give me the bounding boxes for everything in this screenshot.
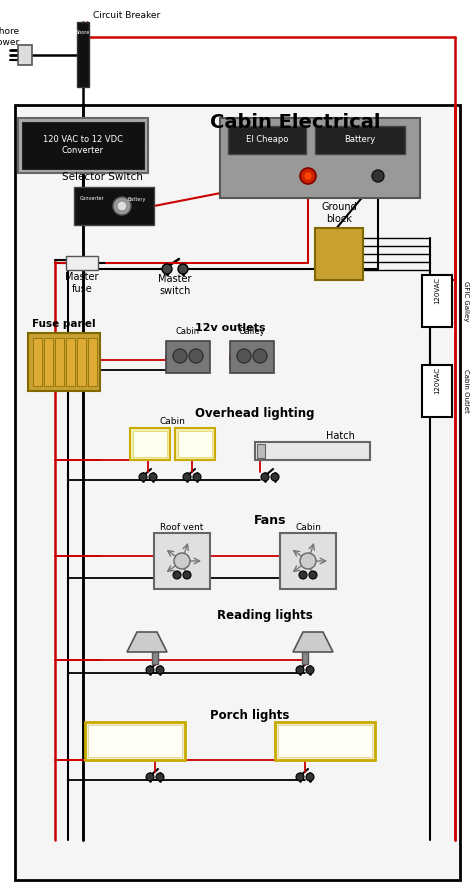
Circle shape xyxy=(139,473,147,481)
Bar xyxy=(18,45,32,65)
Bar xyxy=(77,338,86,386)
Text: 120VAC: 120VAC xyxy=(434,366,440,394)
Circle shape xyxy=(189,349,203,363)
Circle shape xyxy=(299,571,307,579)
Text: Ground
block: Ground block xyxy=(321,202,357,224)
Circle shape xyxy=(253,349,267,363)
Circle shape xyxy=(372,170,384,182)
Text: Selector Switch: Selector Switch xyxy=(62,172,143,182)
Bar xyxy=(175,428,215,460)
Text: Circuit Breaker: Circuit Breaker xyxy=(93,12,160,20)
Bar xyxy=(278,725,372,757)
Text: Shore
Power: Shore Power xyxy=(0,28,19,47)
Text: Galley: Galley xyxy=(239,327,265,337)
Bar xyxy=(228,126,306,154)
Bar xyxy=(77,22,89,87)
Text: Master
switch: Master switch xyxy=(158,274,192,296)
Bar xyxy=(18,118,148,173)
Bar xyxy=(302,652,308,664)
Circle shape xyxy=(173,571,181,579)
Circle shape xyxy=(237,349,251,363)
Bar xyxy=(152,652,158,664)
Text: Shore: Shore xyxy=(76,29,90,35)
Circle shape xyxy=(156,666,164,674)
Circle shape xyxy=(149,473,157,481)
Text: Porch lights: Porch lights xyxy=(210,709,290,722)
Text: 120VAC: 120VAC xyxy=(434,276,440,303)
Bar xyxy=(88,725,182,757)
Circle shape xyxy=(309,571,317,579)
Bar xyxy=(275,722,375,760)
Bar xyxy=(15,105,460,880)
Bar xyxy=(33,338,42,386)
Bar xyxy=(22,122,144,169)
Bar xyxy=(166,341,210,373)
Text: El Cheapo: El Cheapo xyxy=(246,135,288,145)
Text: Cabin: Cabin xyxy=(176,327,200,337)
Text: Cabin: Cabin xyxy=(159,418,185,427)
Circle shape xyxy=(173,349,187,363)
Circle shape xyxy=(296,773,304,781)
Circle shape xyxy=(261,473,269,481)
Bar xyxy=(44,338,53,386)
Text: Reading lights: Reading lights xyxy=(217,608,313,621)
Text: Converter: Converter xyxy=(80,196,104,202)
Text: Cabin Electrical: Cabin Electrical xyxy=(210,114,380,132)
Circle shape xyxy=(178,264,188,274)
Text: Cabin: Cabin xyxy=(295,523,321,532)
Circle shape xyxy=(193,473,201,481)
Bar xyxy=(28,333,100,391)
Bar xyxy=(315,228,363,280)
Bar xyxy=(55,338,64,386)
Bar xyxy=(315,126,405,154)
Bar xyxy=(220,118,420,198)
Bar xyxy=(154,533,210,589)
Circle shape xyxy=(306,773,314,781)
Circle shape xyxy=(300,553,316,569)
Circle shape xyxy=(117,201,127,211)
Text: Fuse panel: Fuse panel xyxy=(32,319,96,329)
Text: 12v outlets: 12v outlets xyxy=(195,323,265,333)
Bar xyxy=(255,442,370,460)
Circle shape xyxy=(183,473,191,481)
Bar xyxy=(280,533,336,589)
Circle shape xyxy=(156,773,164,781)
Circle shape xyxy=(296,666,304,674)
Bar xyxy=(178,431,212,457)
Bar xyxy=(130,428,170,460)
Text: Master
fuse: Master fuse xyxy=(65,272,99,293)
Bar xyxy=(230,341,274,373)
Bar xyxy=(74,187,154,225)
Circle shape xyxy=(174,553,190,569)
Circle shape xyxy=(271,473,279,481)
Bar xyxy=(66,338,75,386)
Circle shape xyxy=(300,168,316,184)
Circle shape xyxy=(146,773,154,781)
Text: Cabin Outlet: Cabin Outlet xyxy=(463,369,469,412)
Text: Battery: Battery xyxy=(128,196,146,202)
Circle shape xyxy=(146,666,154,674)
Bar xyxy=(133,431,167,457)
Text: Overhead lighting: Overhead lighting xyxy=(195,406,315,420)
Polygon shape xyxy=(127,632,167,652)
Text: Battery: Battery xyxy=(345,135,375,145)
Bar xyxy=(257,444,265,458)
Circle shape xyxy=(183,571,191,579)
Text: Fans: Fans xyxy=(254,514,286,526)
Bar xyxy=(422,365,452,417)
Text: Hatch: Hatch xyxy=(326,431,355,441)
Text: GFIC Galley: GFIC Galley xyxy=(463,281,469,321)
Bar xyxy=(88,338,97,386)
Text: Roof vent: Roof vent xyxy=(160,523,204,532)
Bar xyxy=(422,275,452,327)
Circle shape xyxy=(162,264,172,274)
Bar xyxy=(66,256,98,270)
Bar xyxy=(85,722,185,760)
Circle shape xyxy=(306,666,314,674)
Circle shape xyxy=(304,172,312,180)
Polygon shape xyxy=(293,632,333,652)
Text: 120 VAC to 12 VDC
Converter: 120 VAC to 12 VDC Converter xyxy=(43,135,123,155)
Circle shape xyxy=(113,197,131,215)
